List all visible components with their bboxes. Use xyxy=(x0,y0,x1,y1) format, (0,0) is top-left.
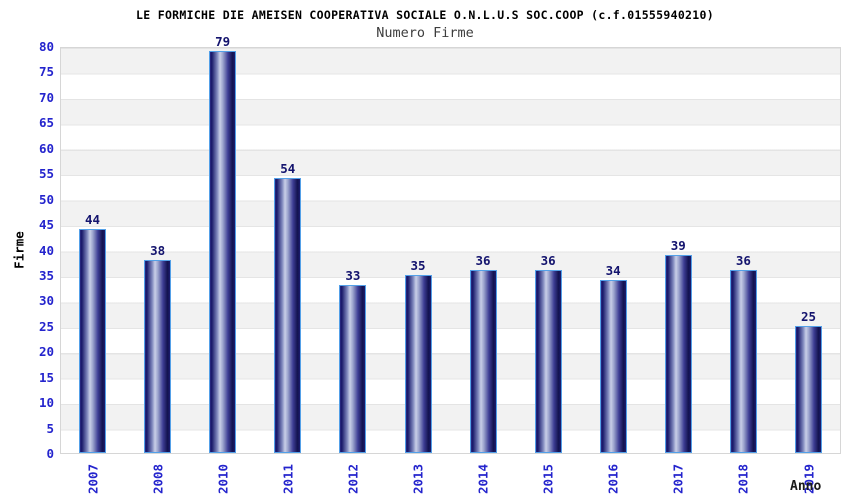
bar xyxy=(599,280,627,453)
x-tick-label: 2014 xyxy=(475,463,491,495)
y-tick-label: 20 xyxy=(38,344,54,360)
y-tick-label: 80 xyxy=(38,39,54,54)
y-tick-label: 30 xyxy=(38,293,54,309)
y-tick-label: 75 xyxy=(38,64,54,80)
bar-value-label: 25 xyxy=(800,308,817,324)
x-tick-label: 2018 xyxy=(735,463,751,495)
x-tick-label: 2016 xyxy=(605,463,621,495)
y-tick-label: 35 xyxy=(38,267,54,283)
bar xyxy=(664,254,692,453)
bar xyxy=(729,269,757,454)
x-tick-label: 2013 xyxy=(410,463,426,495)
y-tick-label: 40 xyxy=(38,242,54,258)
y-tick-label: 50 xyxy=(38,191,54,207)
x-tick-label: 2011 xyxy=(280,463,296,495)
bar xyxy=(274,178,302,453)
x-tick-label: 2007 xyxy=(85,463,100,495)
bar-value-label: 34 xyxy=(605,263,621,278)
y-tick-label: 65 xyxy=(38,115,54,131)
bar-value-label: 36 xyxy=(540,252,556,268)
bar-value-label: 54 xyxy=(280,161,296,177)
x-tick-label: 2017 xyxy=(670,463,686,495)
bar-value-label: 38 xyxy=(150,242,166,258)
x-tick-label: 2012 xyxy=(345,463,361,495)
x-tick-label: 2010 xyxy=(215,463,231,495)
x-tick-label: 2015 xyxy=(540,463,556,495)
y-tick-label: 70 xyxy=(38,89,54,105)
y-tick-label: 5 xyxy=(46,420,54,436)
bar-value-label: 44 xyxy=(84,212,101,228)
bar xyxy=(209,51,237,453)
bar-value-label: 33 xyxy=(345,268,361,284)
bar xyxy=(79,229,106,453)
bar-value-label: 36 xyxy=(735,252,751,268)
bar-value-label: 35 xyxy=(410,257,426,273)
chart-title: LE FORMICHE DIE AMEISEN COOPERATIVA SOCI… xyxy=(136,8,714,22)
bar-value-label: 79 xyxy=(215,34,231,50)
x-axis-title: Anno xyxy=(790,479,822,494)
y-tick-label: 0 xyxy=(46,446,54,461)
bar xyxy=(404,274,432,453)
chart-subtitle: Numero Firme xyxy=(376,25,474,41)
y-tick-label: 60 xyxy=(38,140,54,156)
bar xyxy=(795,325,822,453)
y-tick-label: 45 xyxy=(38,217,54,233)
bar xyxy=(144,259,172,453)
bar xyxy=(339,285,367,453)
y-tick-label: 55 xyxy=(38,166,54,182)
y-tick-label: 25 xyxy=(38,318,54,334)
y-tick-label: 10 xyxy=(38,395,54,411)
plot-area xyxy=(60,47,841,454)
y-tick-label: 15 xyxy=(38,369,54,385)
bar-value-label: 36 xyxy=(475,252,491,268)
bar-value-label: 39 xyxy=(670,237,686,253)
x-tick-label: 2008 xyxy=(150,463,166,495)
bar xyxy=(469,269,497,454)
bar xyxy=(534,269,562,454)
